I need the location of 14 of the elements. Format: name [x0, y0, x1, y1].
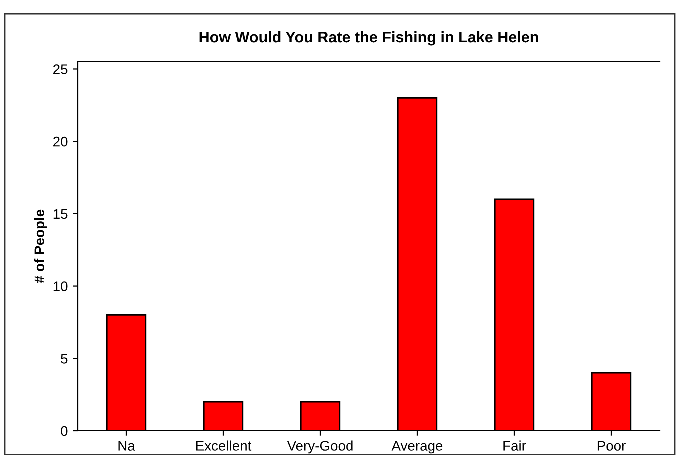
y-tick-label: 25: [54, 64, 68, 74]
x-tick-label: Na: [118, 441, 136, 451]
y-axis-title: # of People: [34, 210, 48, 284]
chart-title: How Would You Rate the Fishing in Lake Helen: [200, 31, 538, 46]
y-tick-label: 10: [54, 282, 68, 292]
x-tick-label: Average: [392, 441, 443, 454]
y-tick-label: 0: [61, 426, 68, 436]
y-tick-label: 20: [54, 136, 68, 147]
y-tick-label: 15: [54, 209, 68, 220]
x-tick-label: Fair: [504, 440, 526, 451]
x-tick-label: Poor: [598, 441, 626, 451]
x-tick-label: Very-Good: [287, 440, 353, 454]
y-tick-label: 5: [61, 354, 68, 364]
x-tick-label: Excellent: [196, 440, 252, 451]
